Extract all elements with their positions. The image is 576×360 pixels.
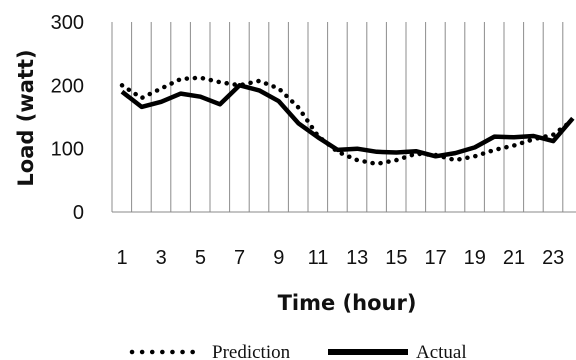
- legend-actual-label: Actual: [416, 342, 467, 360]
- x-tick-label: 17: [424, 247, 446, 269]
- y-tick-label: 0: [73, 202, 84, 224]
- x-tick-label: 11: [308, 247, 329, 269]
- y-tick-label: 200: [51, 75, 84, 97]
- x-tick-labels: 1 3 5 7 9 11 13 15 17 19 21 23: [116, 247, 564, 269]
- y-axis-label: Load (watt): [14, 49, 38, 186]
- y-tick-label: 100: [51, 139, 84, 161]
- x-tick-label: 3: [156, 247, 167, 269]
- y-tick-label: 300: [51, 12, 84, 34]
- legend: Prediction Actual: [129, 342, 467, 360]
- grid-lines: [111, 22, 564, 212]
- legend-prediction-label: Prediction: [212, 342, 291, 360]
- x-tick-label: 1: [116, 247, 127, 269]
- x-tick-label: 23: [542, 247, 564, 269]
- series-lines: [119, 75, 576, 167]
- series-actual-line: [120, 83, 575, 159]
- x-tick-label: 15: [385, 247, 407, 269]
- x-tick-label: 13: [346, 247, 368, 269]
- series-prediction-line: [119, 75, 576, 167]
- x-axis-label: Time (hour): [278, 291, 417, 315]
- x-tick-label: 21: [503, 247, 525, 269]
- x-tick-label: 7: [234, 247, 245, 269]
- x-tick-label: 9: [273, 247, 284, 269]
- y-tick-labels: 300 200 100 0: [51, 12, 84, 224]
- x-tick-label: 19: [464, 247, 486, 269]
- x-tick-label: 5: [195, 247, 206, 269]
